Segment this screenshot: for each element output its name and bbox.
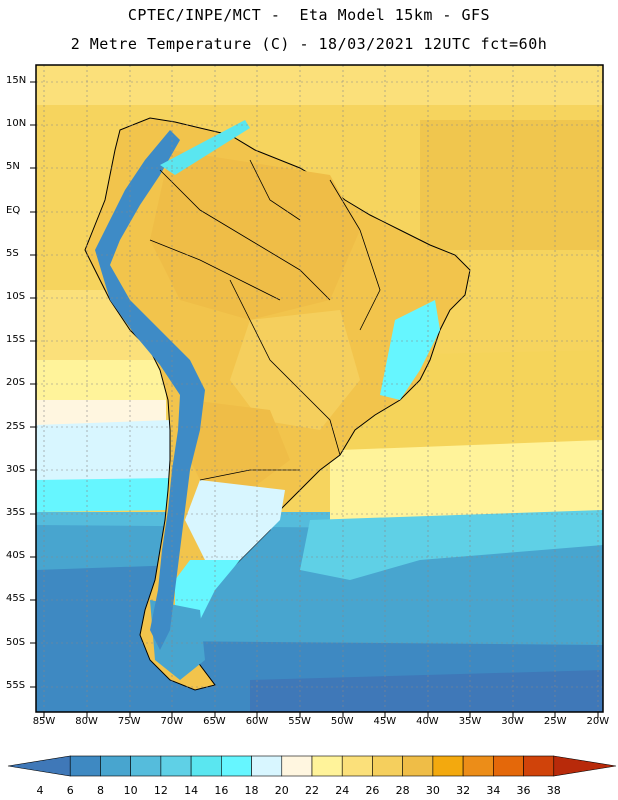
lat-label: 50S: [6, 636, 26, 648]
lon-label: 55W: [288, 716, 311, 727]
deep-south-cold: [250, 670, 603, 712]
temperature-field: [36, 65, 603, 712]
colorbar-label: 36: [516, 784, 531, 797]
lat-label: 5N: [6, 161, 20, 173]
colorbar-swatch: [130, 755, 162, 777]
patagonia-cool: [175, 560, 240, 620]
lon-label: 40W: [416, 716, 439, 727]
amazon-warm: [150, 150, 360, 320]
colorbar-swatch: [341, 755, 373, 777]
lon-label: 60W: [245, 716, 269, 727]
pampa-cool: [185, 480, 285, 560]
colorbar-label: 14: [184, 784, 199, 797]
colorbar-label: 22: [305, 784, 319, 797]
colorbar-swatch: [190, 755, 222, 777]
colorbar-label: 18: [244, 784, 259, 797]
colorbar-label: 32: [456, 784, 471, 797]
chaco-warm: [180, 400, 290, 490]
lon-label: 35W: [458, 716, 482, 727]
colorbar-label: 26: [365, 784, 380, 797]
lat-label: 30S: [6, 463, 26, 475]
colorbar: [7, 755, 617, 777]
colorbar-label: 16: [214, 784, 229, 797]
pacific-18-band: [36, 420, 170, 480]
lon-label: 85W: [32, 716, 56, 727]
lat-label: 15S: [6, 334, 26, 346]
colorbar-swatch: [281, 755, 313, 777]
lon-label: 45W: [373, 716, 397, 727]
venezuela-andes: [160, 120, 250, 175]
lon-label: 20W: [586, 716, 610, 727]
lon-label: 80W: [75, 716, 98, 727]
andes-strip: [95, 130, 205, 650]
lon-label: 25W: [543, 716, 567, 727]
map-frame: [35, 64, 604, 713]
colorbar-swatch: [432, 755, 464, 777]
colorbar-swatch: [221, 755, 252, 777]
lat-label: 45S: [6, 593, 26, 605]
colorbar-label: 10: [123, 784, 138, 797]
colorbar-swatch: [493, 755, 524, 777]
title-line-2: 2 Metre Temperature (C) - 18/03/2021 12U…: [70, 35, 548, 53]
lat-label: 25S: [6, 420, 26, 432]
colorbar-label: 6: [66, 784, 74, 797]
colorbar-label: 38: [546, 784, 561, 797]
colorbar-label: 34: [486, 784, 501, 797]
colorbar-swatch: [372, 755, 403, 777]
colorbar-swatch: [402, 755, 434, 777]
lon-label: 50W: [330, 716, 354, 727]
colorbar-label: 24: [335, 784, 350, 797]
title-line-1: CPTEC/INPE/MCT - Eta Model 15km - GFS: [127, 6, 491, 24]
country-borders: [149, 159, 381, 481]
colorbar-swatch: [7, 755, 71, 777]
lat-label: 10N: [6, 118, 27, 130]
lat-label: 55S: [6, 679, 26, 691]
lat-label: EQ: [6, 204, 21, 216]
lon-label: 75W: [117, 716, 141, 727]
colorbar-swatch: [251, 755, 283, 777]
equatorial-atlantic-band: [420, 120, 603, 250]
lat-label: 15N: [6, 75, 27, 86]
colorbar-label: 20: [274, 784, 289, 797]
colorbar-label: 8: [96, 784, 104, 797]
lon-label: 65W: [203, 716, 226, 727]
colorbar-swatch: [69, 755, 101, 777]
colorbar-swatch: [160, 755, 192, 777]
atlantic-cool-band: [300, 510, 603, 580]
colorbar-swatch: [462, 755, 494, 777]
colorbar-label: 30: [425, 784, 440, 797]
pacific-16-band: [36, 478, 170, 512]
lat-label: 40S: [6, 550, 26, 562]
colorbar-label: 4: [36, 784, 44, 797]
colorbar-label: 12: [153, 784, 168, 797]
colorbar-swatch: [523, 755, 555, 777]
colorbar-swatch: [100, 755, 131, 777]
lat-label: 10S: [6, 291, 26, 302]
colorbar-swatch: [311, 755, 343, 777]
colorbar-label: 28: [395, 784, 410, 797]
lat-label: 5S: [6, 247, 19, 259]
lat-label: 35S: [6, 507, 26, 518]
brazil-highlands: [380, 300, 440, 400]
central-warm: [230, 310, 360, 430]
north-ocean-band: [36, 65, 603, 105]
lon-label: 70W: [160, 716, 184, 727]
axis-ticks: [30, 81, 599, 718]
lon-label: 30W: [501, 716, 524, 727]
colorbar-swatch: [553, 755, 617, 777]
lat-label: 20S: [6, 377, 26, 389]
pacific-mild-band: [36, 360, 166, 400]
